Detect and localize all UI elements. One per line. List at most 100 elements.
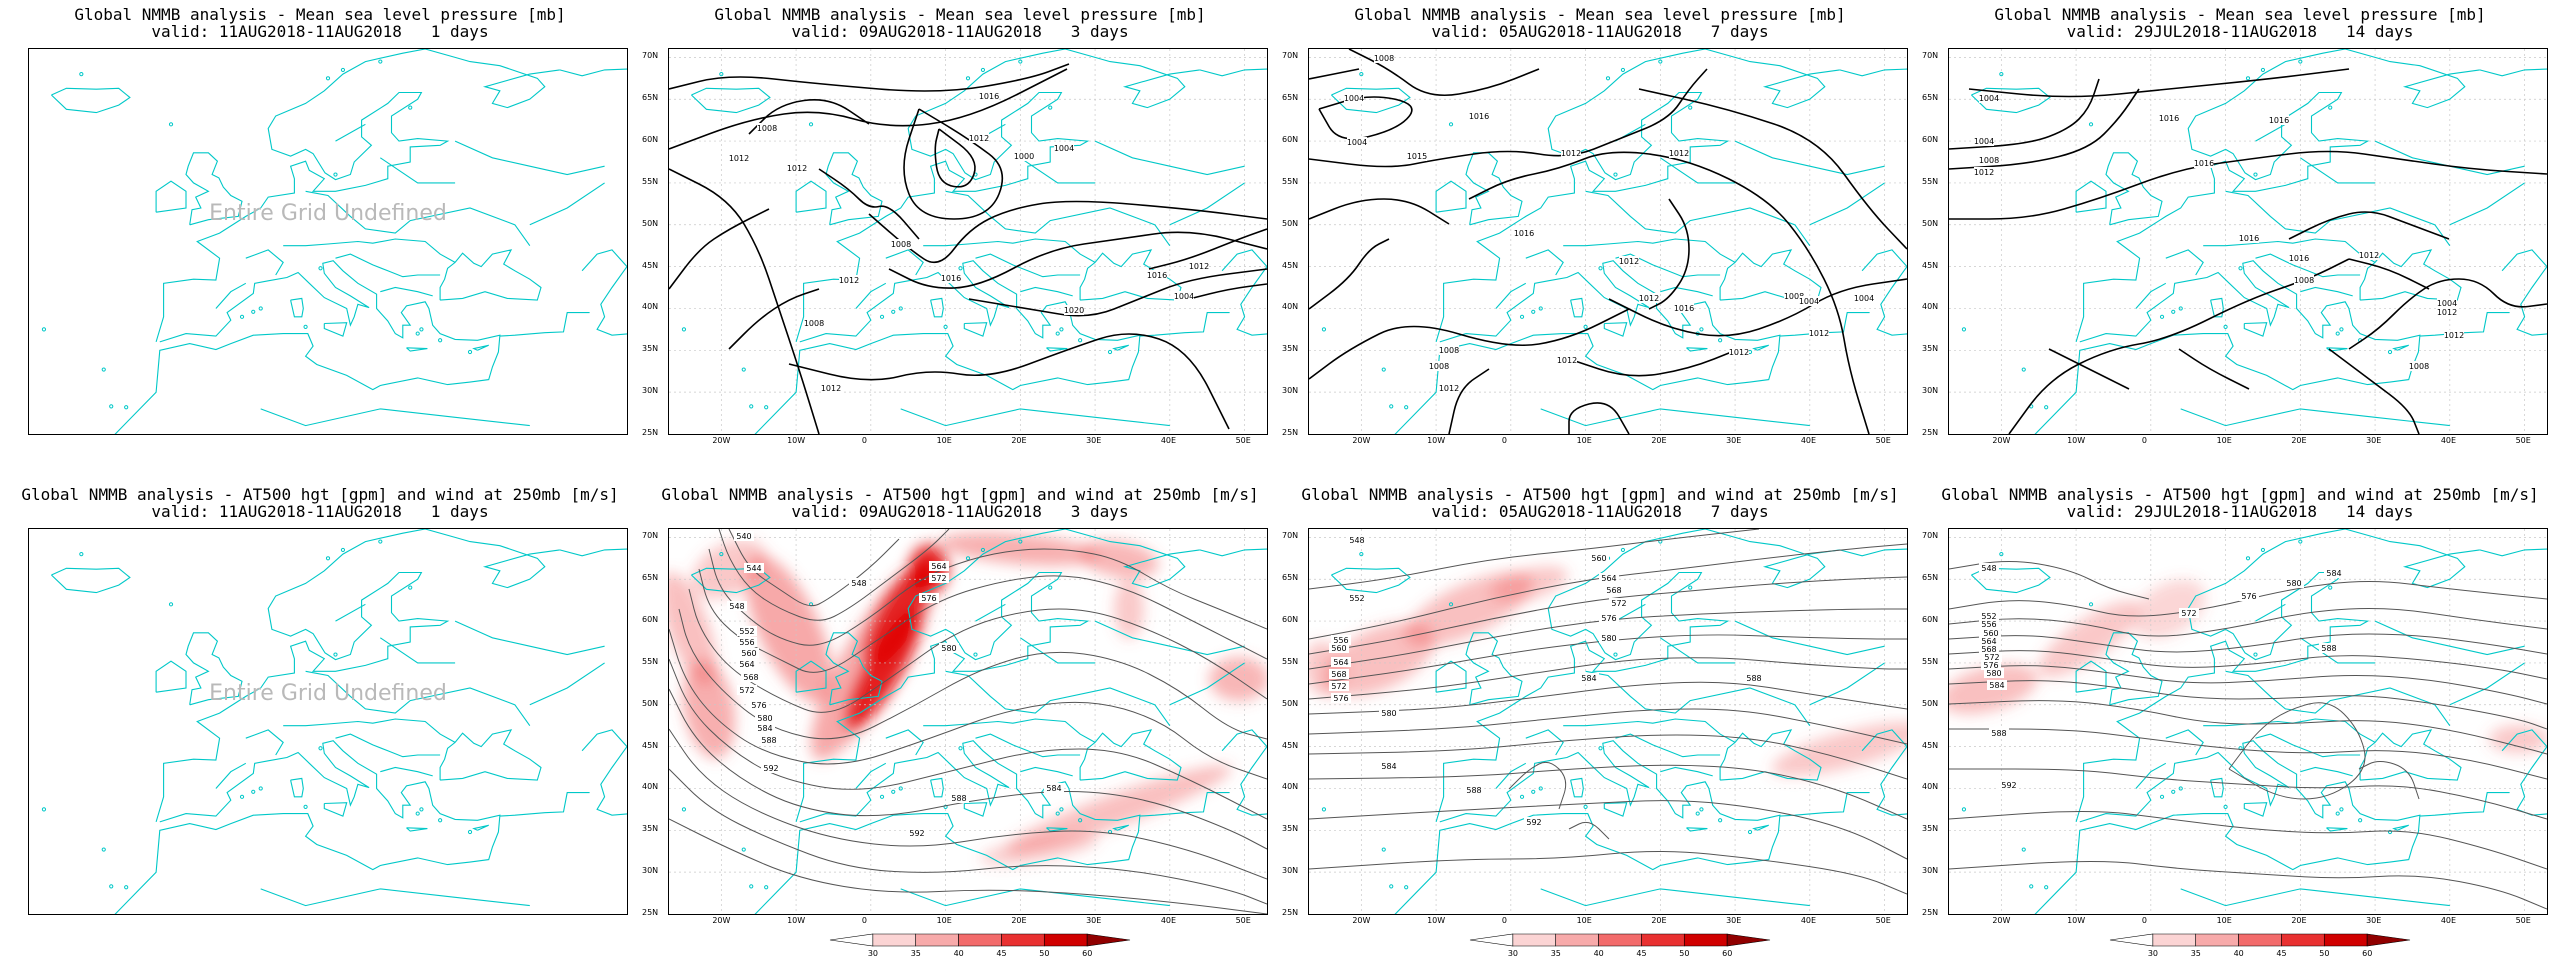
contour-label-bg: [744, 563, 764, 573]
coastline: [1199, 68, 1267, 77]
contour-label-bg: [1014, 151, 1034, 161]
contour-label-bg: [849, 578, 869, 588]
contour-label-bg: [2099, 433, 2119, 434]
island: [1048, 105, 1053, 110]
latitude-label: 40N: [1282, 782, 1299, 792]
contour-line: [1309, 68, 1360, 80]
coastline: [1465, 152, 1523, 226]
colorbar-label: 35: [1550, 949, 1561, 958]
coastline: [1394, 260, 1781, 434]
contour-line: [1309, 851, 1907, 895]
coastline: [245, 249, 284, 276]
contour-label: 588: [2321, 644, 2336, 653]
contour-label: 1015: [1407, 152, 1427, 161]
latitude-label: 40N: [1922, 782, 1939, 792]
coastline: [1686, 827, 1708, 832]
coastline: [1686, 347, 1708, 352]
contour-label: 1016: [2194, 159, 2214, 168]
latitude-label: 55N: [1282, 176, 1299, 186]
longitude-label: 40E: [2440, 916, 2457, 925]
island: [1059, 807, 1064, 812]
contour-label-bg: [1609, 598, 1629, 608]
contour-label: 1012: [1729, 348, 1749, 357]
coastline: [975, 603, 1006, 622]
contour-line: [1309, 800, 1907, 860]
island: [1448, 602, 1454, 607]
contour-line: [1638, 88, 1907, 250]
coastline: [1563, 238, 1736, 263]
latitude-label: 30N: [642, 866, 659, 876]
contour-label-bg: [919, 593, 939, 603]
contour-label-bg: [1984, 668, 2004, 678]
latitude-label: 25N: [1922, 908, 1939, 917]
contour-line: [2348, 278, 2547, 350]
coastline: [2479, 68, 2547, 77]
contour-label: 544: [746, 564, 761, 573]
island: [41, 327, 47, 332]
colorbar-swatch: [1001, 933, 1045, 947]
coastline: [2203, 718, 2376, 743]
island: [965, 76, 971, 81]
panel-valid-dates: valid: 09AUG2018-11AUG2018 3 days: [791, 502, 1129, 521]
contour-label-bg: [1561, 148, 1581, 158]
contour-label-bg: [1809, 328, 1829, 338]
contour-label-bg: [749, 700, 769, 710]
island: [415, 811, 420, 816]
contour-label: 572: [931, 574, 946, 583]
contour-line: [1309, 681, 1907, 715]
longitude-label: 20W: [1352, 436, 1371, 445]
contour-line: [1309, 308, 1630, 380]
contour-label: 588: [1991, 729, 2006, 738]
coastline: [1861, 249, 1907, 336]
coastline: [885, 249, 924, 276]
latitude-label: 25N: [1282, 908, 1299, 917]
coastline: [2449, 182, 2525, 226]
contour-label: 1012: [821, 384, 841, 393]
contour-line: [1188, 283, 1267, 300]
latitude-label: 35N: [642, 824, 659, 834]
island: [2328, 585, 2333, 590]
coastline: [1734, 620, 1885, 656]
contour-label: 548: [1981, 564, 1996, 573]
coastline: [1094, 140, 1245, 176]
map-frame: 1004 1004 1008 1012 1016 1016 1016 1016 1016 1012…: [1948, 48, 2548, 435]
panel-title: Global NMMB analysis - Mean sea level pr…: [1994, 5, 2486, 24]
colorbar-swatches: [829, 933, 1131, 947]
coastline: [1585, 670, 1811, 727]
coastline: [114, 260, 501, 434]
island: [467, 829, 473, 835]
coastline: [406, 347, 428, 352]
panel-title: Global NMMB analysis - AT500 hgt [gpm] a…: [1941, 485, 2539, 504]
contour-label-bg: [755, 713, 775, 723]
contour-label: 1008: [1784, 292, 1804, 301]
island: [1999, 72, 2004, 77]
contour-label: 552: [739, 627, 754, 636]
contour-label: 1012: [839, 276, 859, 285]
latitude-label: 60N: [1282, 135, 1299, 145]
coastline: [2075, 529, 2480, 823]
colorbar-swatch: [915, 933, 959, 947]
colorbar-label: 45: [1636, 949, 1647, 958]
map-panel: Global NMMB analysis - AT500 hgt [gpm] a…: [1920, 480, 2560, 960]
coastline: [795, 529, 1200, 823]
jet-core: [1771, 721, 1907, 777]
contour-line: [1949, 608, 2547, 637]
contour-label: 568: [743, 673, 758, 682]
island: [1695, 811, 1700, 816]
contour-label-bg: [761, 763, 781, 773]
coastline: [754, 260, 1141, 434]
island: [1404, 405, 1409, 410]
coastline: [1199, 548, 1267, 557]
contour-label: 572: [1984, 653, 1999, 662]
panel-valid-dates: valid: 11AUG2018-11AUG2018 1 days: [151, 502, 489, 521]
island: [2159, 314, 2165, 319]
panel-valid-dates: valid: 11AUG2018-11AUG2018 1 days: [151, 22, 489, 41]
contour-line: [1318, 96, 1413, 140]
island: [378, 539, 383, 544]
longitude-label: 50E: [2515, 436, 2531, 445]
longitude-label: 40E: [1160, 916, 1177, 925]
contour-labels: 5485525565605645685725765805845885925725…: [1979, 563, 2344, 790]
contour-label-bg: [1979, 619, 1999, 629]
panel-valid-dates: valid: 29JUL2018-11AUG2018 14 days: [2066, 22, 2414, 41]
island: [2223, 324, 2228, 329]
